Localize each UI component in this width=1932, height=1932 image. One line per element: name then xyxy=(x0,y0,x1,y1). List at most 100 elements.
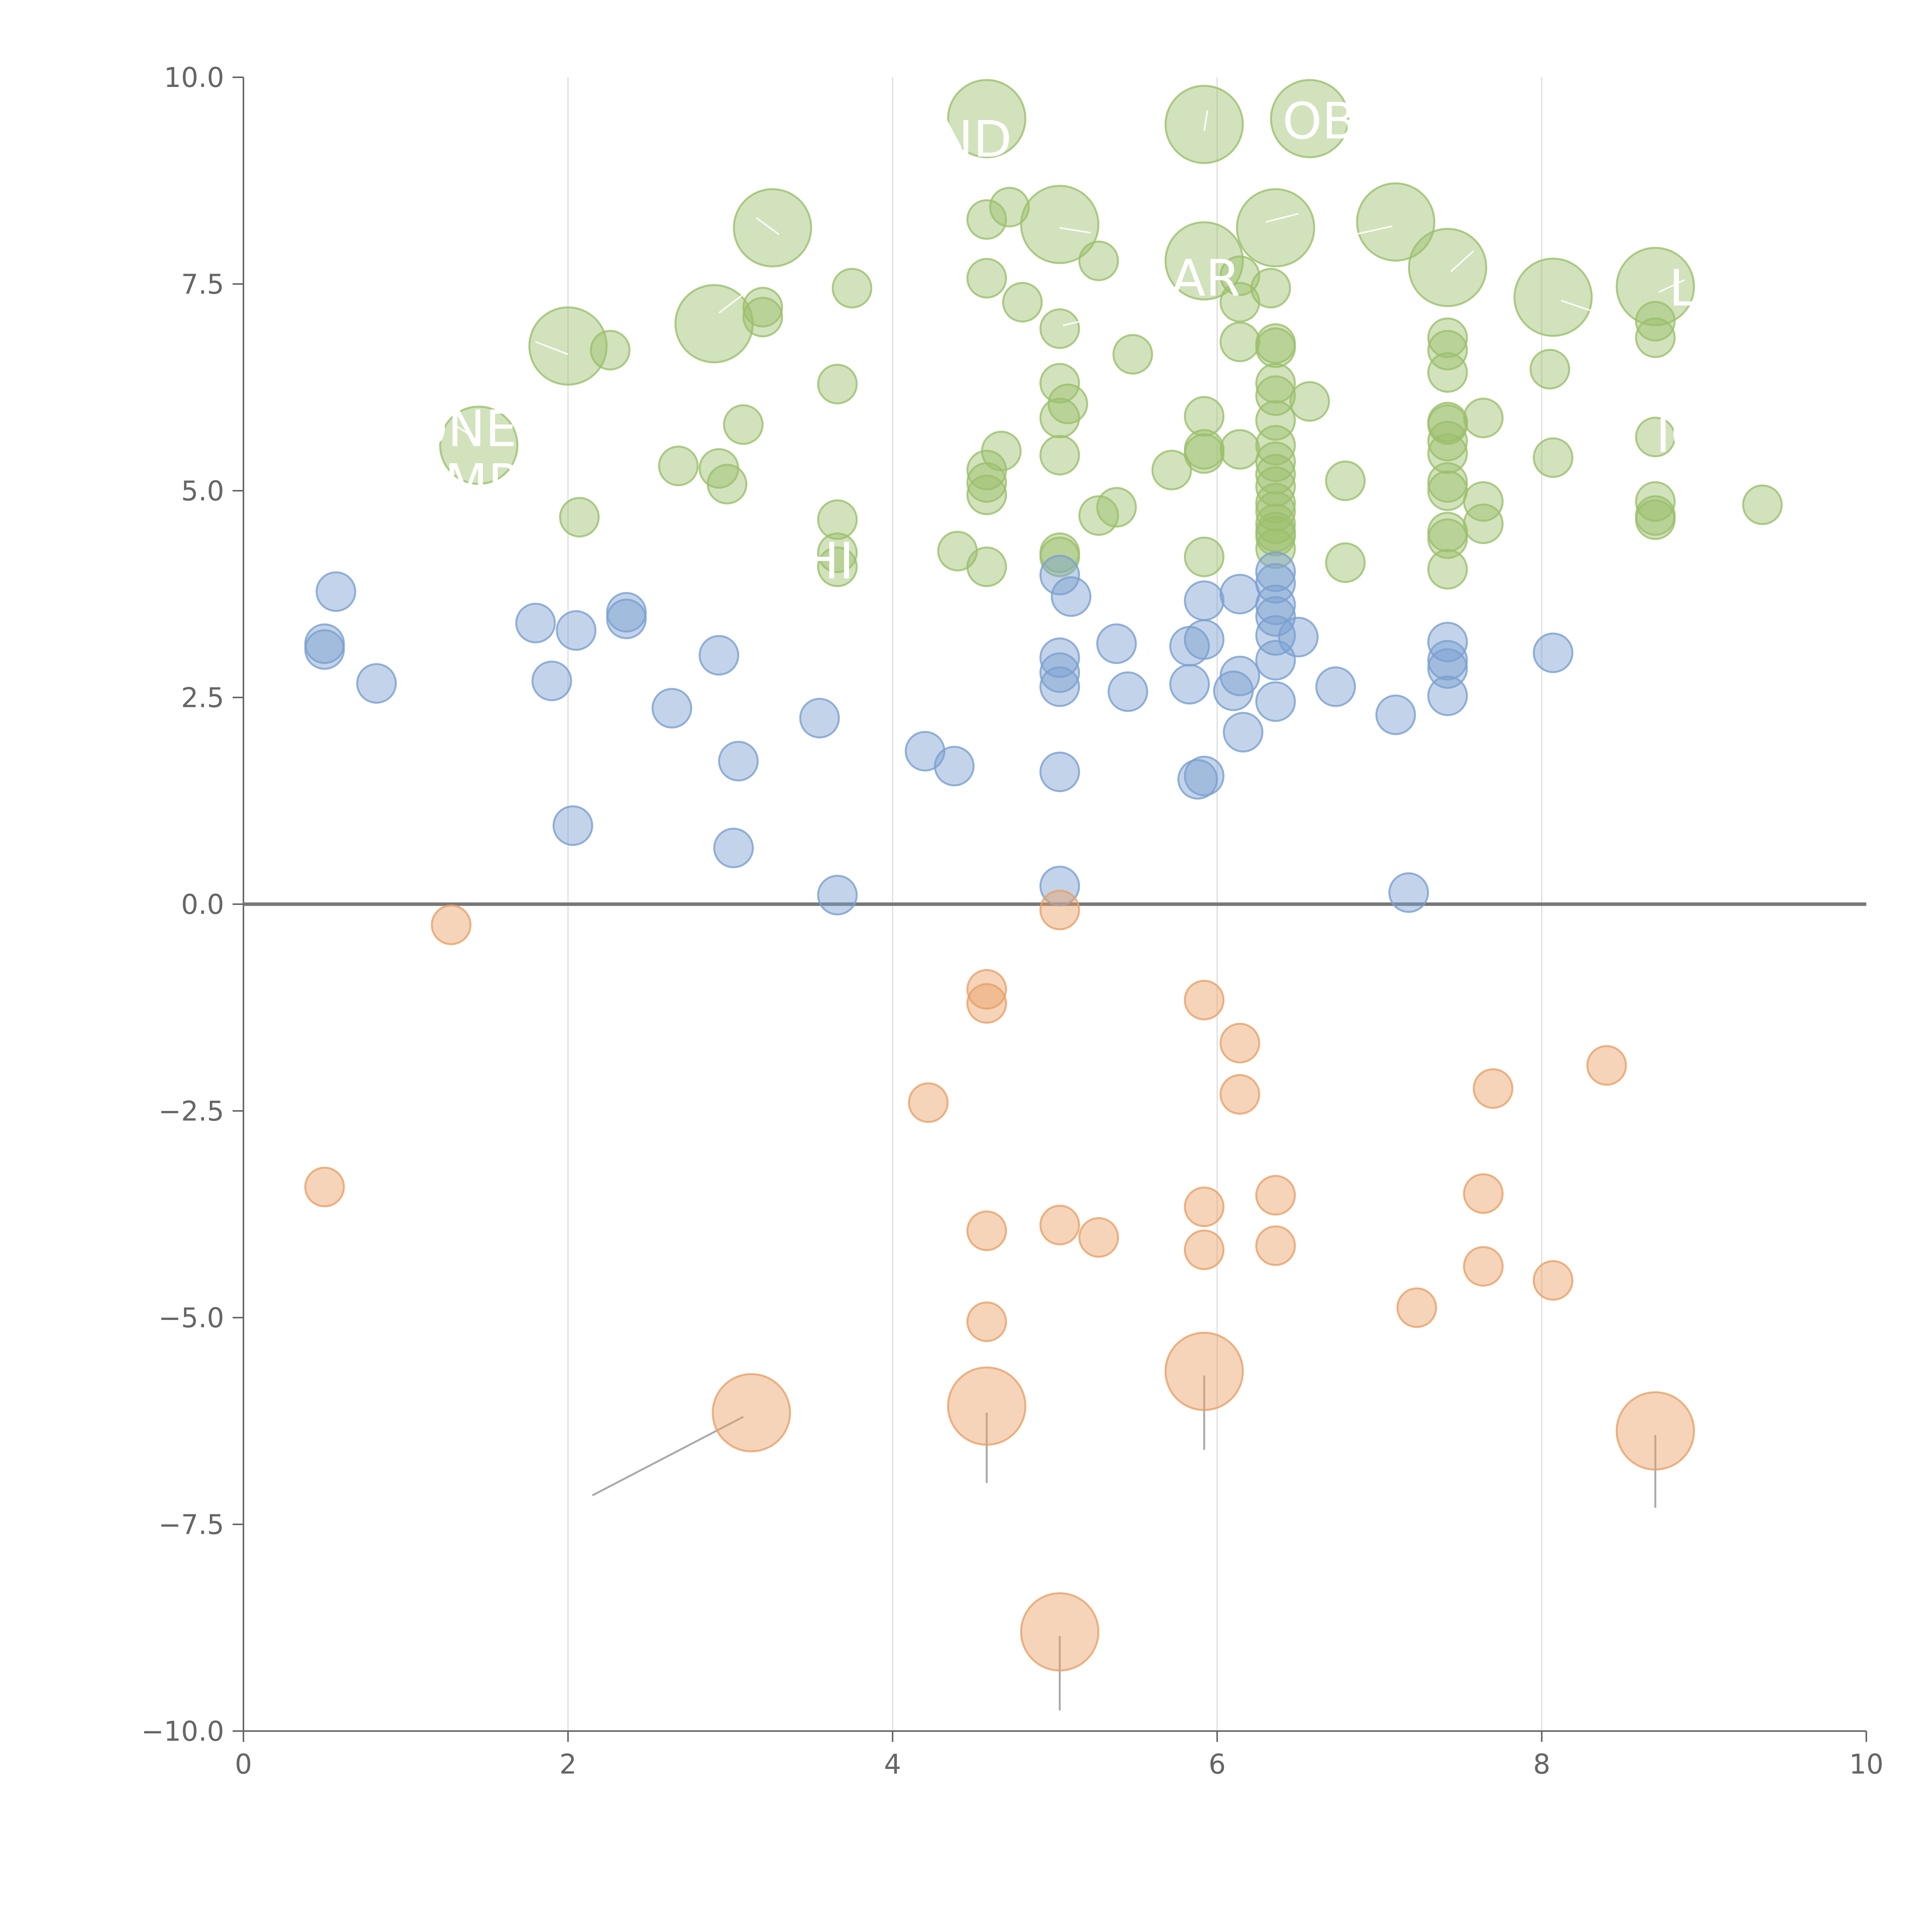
data-point xyxy=(1184,580,1225,621)
data-point xyxy=(1427,421,1468,462)
data-point xyxy=(1184,536,1225,577)
data-point xyxy=(1164,221,1244,301)
data-point xyxy=(1223,712,1264,753)
y-tick-label: −7.5 xyxy=(158,1509,224,1541)
data-point xyxy=(1255,563,1296,604)
data-point xyxy=(817,364,858,405)
data-point xyxy=(1427,549,1468,590)
data-point xyxy=(1463,503,1504,544)
data-point xyxy=(1039,652,1080,693)
bubble-label: HI xyxy=(801,532,854,590)
data-point xyxy=(1184,1186,1225,1227)
bubble-label: IO xyxy=(1656,405,1710,464)
data-point xyxy=(1473,1068,1514,1109)
data-point xyxy=(1255,454,1296,495)
data-point xyxy=(1427,404,1468,445)
data-point xyxy=(1020,185,1100,264)
data-point xyxy=(1586,1045,1627,1086)
x-tick-label: 10 xyxy=(1849,1748,1883,1780)
data-point xyxy=(1048,383,1088,424)
data-point xyxy=(1289,381,1330,422)
data-point xyxy=(1169,664,1210,705)
label-leader-line xyxy=(1203,110,1208,131)
data-point xyxy=(1039,889,1080,930)
data-point xyxy=(817,546,858,587)
data-point xyxy=(1002,282,1043,323)
data-point xyxy=(1219,321,1260,362)
data-point xyxy=(1532,437,1573,478)
data-point xyxy=(1255,1175,1296,1216)
data-point xyxy=(966,474,1007,515)
data-point xyxy=(1255,363,1296,404)
x-tick-label: 8 xyxy=(1533,1748,1551,1780)
data-point xyxy=(304,629,345,670)
data-point xyxy=(1427,470,1468,511)
data-point xyxy=(1255,375,1296,416)
data-point xyxy=(1255,681,1296,722)
data-point xyxy=(1255,491,1296,532)
data-point xyxy=(1250,268,1291,309)
data-point xyxy=(1255,466,1296,507)
data-point xyxy=(528,306,608,386)
data-point xyxy=(1184,619,1225,660)
y-tick-label: 7.5 xyxy=(181,269,224,300)
data-point xyxy=(1427,675,1468,716)
data-point xyxy=(1255,483,1296,524)
data-point xyxy=(1255,584,1296,625)
bubble-label: L xyxy=(1669,259,1697,318)
data-point xyxy=(1184,433,1225,474)
data-point xyxy=(1096,623,1137,664)
data-point xyxy=(1039,308,1080,349)
data-point xyxy=(966,983,1007,1024)
data-point xyxy=(723,404,764,445)
data-point xyxy=(966,462,1007,503)
data-point xyxy=(1020,1592,1100,1672)
data-point xyxy=(1255,516,1296,557)
data-point xyxy=(658,446,699,486)
data-point xyxy=(1219,1074,1260,1115)
data-point xyxy=(1427,518,1468,559)
data-point xyxy=(1255,640,1296,681)
x-tick-label: 6 xyxy=(1209,1748,1226,1780)
data-point xyxy=(966,969,1007,1010)
bubble-label: ND xyxy=(935,110,1012,169)
data-point xyxy=(1463,481,1504,522)
data-point xyxy=(832,268,872,309)
bubble-label: OB xyxy=(1282,92,1357,150)
data-point xyxy=(556,610,597,651)
data-point xyxy=(590,330,631,371)
data-point xyxy=(699,635,740,676)
data-point xyxy=(1463,1246,1504,1287)
label-leader-line xyxy=(1561,299,1591,311)
data-point xyxy=(559,497,600,537)
data-point xyxy=(1742,484,1783,525)
data-point xyxy=(1151,450,1192,490)
data-point xyxy=(315,571,356,612)
data-point xyxy=(1096,487,1137,528)
data-point xyxy=(1388,872,1429,913)
label-leader-lines xyxy=(454,110,1685,442)
data-point xyxy=(1427,352,1468,393)
data-point xyxy=(1039,752,1080,793)
data-point xyxy=(1635,417,1676,457)
data-point xyxy=(989,187,1030,228)
data-point xyxy=(966,450,1007,490)
data-point xyxy=(1112,334,1153,375)
data-point xyxy=(1635,481,1676,522)
label-leader-line xyxy=(1450,250,1474,272)
data-point xyxy=(1427,317,1468,358)
data-point xyxy=(1356,182,1435,262)
data-point xyxy=(1616,247,1695,326)
label-leader-line xyxy=(756,217,780,235)
data-point xyxy=(1078,1217,1119,1258)
data-point xyxy=(356,663,397,704)
x-tick-label: 4 xyxy=(884,1748,901,1780)
data-point xyxy=(1635,499,1676,540)
data-point xyxy=(817,532,858,573)
data-point xyxy=(1255,425,1296,466)
data-point xyxy=(713,827,754,868)
y-tick-label: 2.5 xyxy=(181,682,224,714)
data-point xyxy=(1051,576,1092,617)
